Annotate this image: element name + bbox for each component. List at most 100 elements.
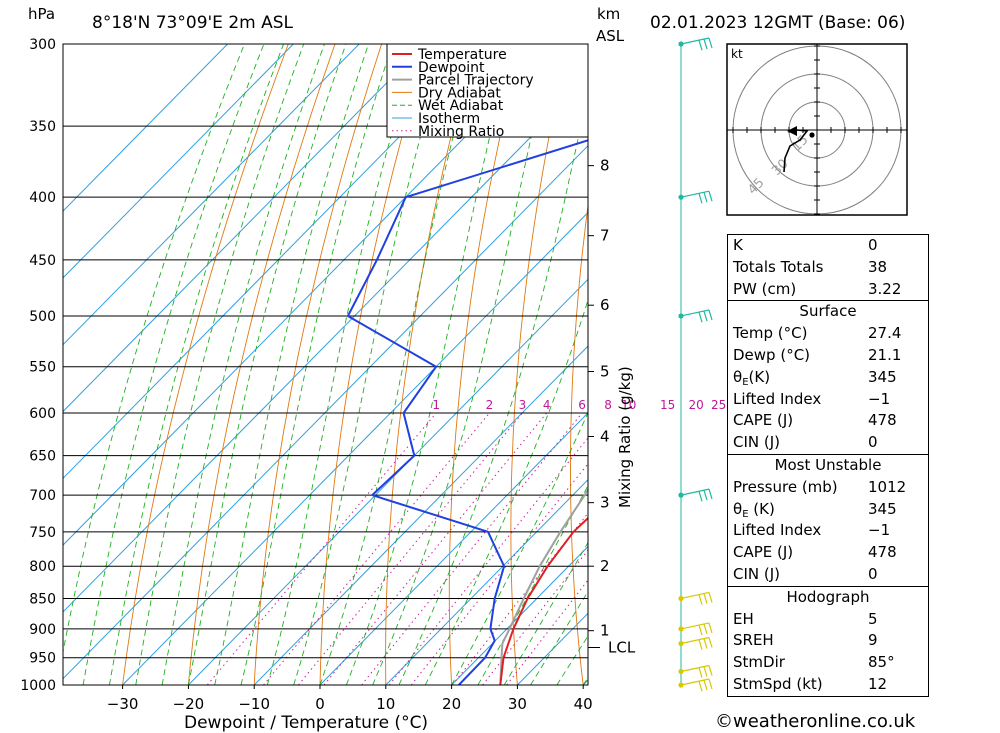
pressure-tick-label: 450 <box>29 253 56 269</box>
axes: 1 2 3 4 6 8 10 15 20 2530035040045050055060065070… <box>20 37 726 713</box>
pressure-tick-label: 300 <box>29 37 56 53</box>
mixing-ratio-label: 10 <box>621 398 636 412</box>
pressure-tick-label: 550 <box>29 360 56 376</box>
isotherm-line <box>188 278 588 685</box>
most-unstable-title: Most Unstable <box>774 455 882 474</box>
isotherm-line <box>451 545 588 685</box>
surface-dewp-label: Dewp (°C) <box>733 345 811 364</box>
footer-copyright: ©weatheronline.co.uk <box>715 711 916 732</box>
temperature-tick-label: −30 <box>107 695 139 713</box>
lcl-label: LCL <box>608 638 636 656</box>
height-tick-label: 1 <box>600 622 610 640</box>
surface-theta-sub: E <box>742 376 749 388</box>
dry-adiabat-line <box>253 44 383 685</box>
surface-temp-label: Temp (°C) <box>733 324 808 343</box>
legend-entry: Wet Adiabat <box>418 98 504 114</box>
wet-adiabat-line <box>398 91 588 685</box>
isotherm-line <box>122 211 588 685</box>
x-axis-label: Dewpoint / Temperature (°C) <box>184 713 428 733</box>
wind-barb-dot <box>678 640 684 647</box>
wind-barb-flag <box>708 637 713 648</box>
height-tick-label: 5 <box>600 363 610 381</box>
isotherm-line <box>63 44 557 546</box>
pressure-tick-label: 750 <box>29 525 56 541</box>
wet-adiabat-line <box>424 298 588 685</box>
wind-barb-flag <box>698 491 703 502</box>
mu-pressure-row: Pressure (mb) 1012 <box>728 477 928 499</box>
mixing-ratio-label: 8 <box>604 398 612 412</box>
mu-cin-value: 0 <box>868 564 878 583</box>
wind-barb-staff <box>680 591 710 600</box>
mixing-ratio-label: 6 <box>578 398 586 412</box>
sreh-value: 9 <box>868 631 878 650</box>
dry-adiabat-line <box>319 44 429 685</box>
isotherm-line <box>63 44 426 413</box>
dry-adiabat-line <box>684 44 715 685</box>
wet-adiabat-line <box>108 44 285 685</box>
pressure-tick-label: 650 <box>29 449 56 465</box>
dry-adiabat-line <box>448 44 523 685</box>
mu-li-value: −1 <box>868 521 891 540</box>
surface-temp-row: Temp (°C) 27.4 <box>728 323 928 345</box>
location-title: 8°18'N 73°09'E 2m ASL <box>92 13 294 33</box>
isotherm-line <box>63 78 588 613</box>
totals-totals-row: Totals Totals 38 <box>728 257 928 279</box>
mixing-ratio-label: 20 <box>688 398 703 412</box>
mixing-ratio-label: 3 <box>519 398 527 412</box>
wet-adiabat-line <box>451 411 588 685</box>
pressure-tick-label: 1000 <box>20 678 56 694</box>
mu-theta-sub: E <box>742 508 749 520</box>
surface-dewp-value: 21.1 <box>868 345 902 364</box>
eh-label: EH <box>733 609 754 628</box>
legend-entry: Dry Adiabat <box>418 85 501 101</box>
k-index-label: K <box>733 236 743 254</box>
surface-cin-row: CIN (J) 0 <box>728 432 928 454</box>
sreh-row: SREH 9 <box>728 630 928 652</box>
legend-entry: Isotherm <box>418 111 480 127</box>
surface-theta-value: 345 <box>868 367 897 386</box>
surface-temp-value: 27.4 <box>868 324 902 343</box>
dewpoint-profile-line <box>346 139 588 685</box>
wind-barb-dot <box>678 668 684 675</box>
dry-adiabat-line <box>510 44 569 685</box>
mu-cin-label: CIN (J) <box>733 564 781 583</box>
height-tick-label: 8 <box>600 157 610 175</box>
storm-motion-dot <box>809 132 815 138</box>
legend-box <box>386 43 589 138</box>
wind-barb-flag <box>708 309 713 321</box>
temperature-profile-line <box>499 516 588 685</box>
pressure-tick-label: 600 <box>29 406 56 422</box>
mixing-ratio-line <box>410 463 588 685</box>
wind-barb-flag <box>703 192 708 203</box>
height-tick-label: 6 <box>600 296 610 314</box>
temperature-tick-label: 20 <box>442 695 461 713</box>
profiles <box>346 139 588 685</box>
totals-totals-label: Totals Totals <box>733 257 824 276</box>
mu-theta-label: θE (K) <box>733 499 775 521</box>
isotherm-line <box>63 44 360 346</box>
surface-cape-value: 478 <box>868 411 897 430</box>
eh-row: EH 5 <box>728 609 928 631</box>
mixing-ratio-line <box>323 412 548 685</box>
isotherm-line <box>63 44 294 279</box>
isotherm-line <box>385 479 588 685</box>
temperature-tick-label: −10 <box>238 695 270 713</box>
pressure-tick-label: 800 <box>29 559 56 575</box>
wind-barb-staff <box>680 190 710 198</box>
isotherm-line <box>63 144 588 680</box>
hodograph-arrow <box>787 126 797 136</box>
dry-adiabat-line <box>988 44 1000 685</box>
isobars <box>63 43 588 686</box>
mixing-ratio-label: 1 <box>432 398 440 412</box>
wet-adiabat-line <box>345 44 514 685</box>
pressure-tick-label: 900 <box>29 622 56 638</box>
wet-adiabat-line <box>63 44 245 655</box>
hodograph-unit: kt <box>731 47 743 61</box>
surface-dewp-row: Dewp (°C) 21.1 <box>728 345 928 367</box>
mu-theta-row: θE (K) 345 <box>728 499 928 521</box>
surface-li-row: Lifted Index −1 <box>728 389 928 411</box>
